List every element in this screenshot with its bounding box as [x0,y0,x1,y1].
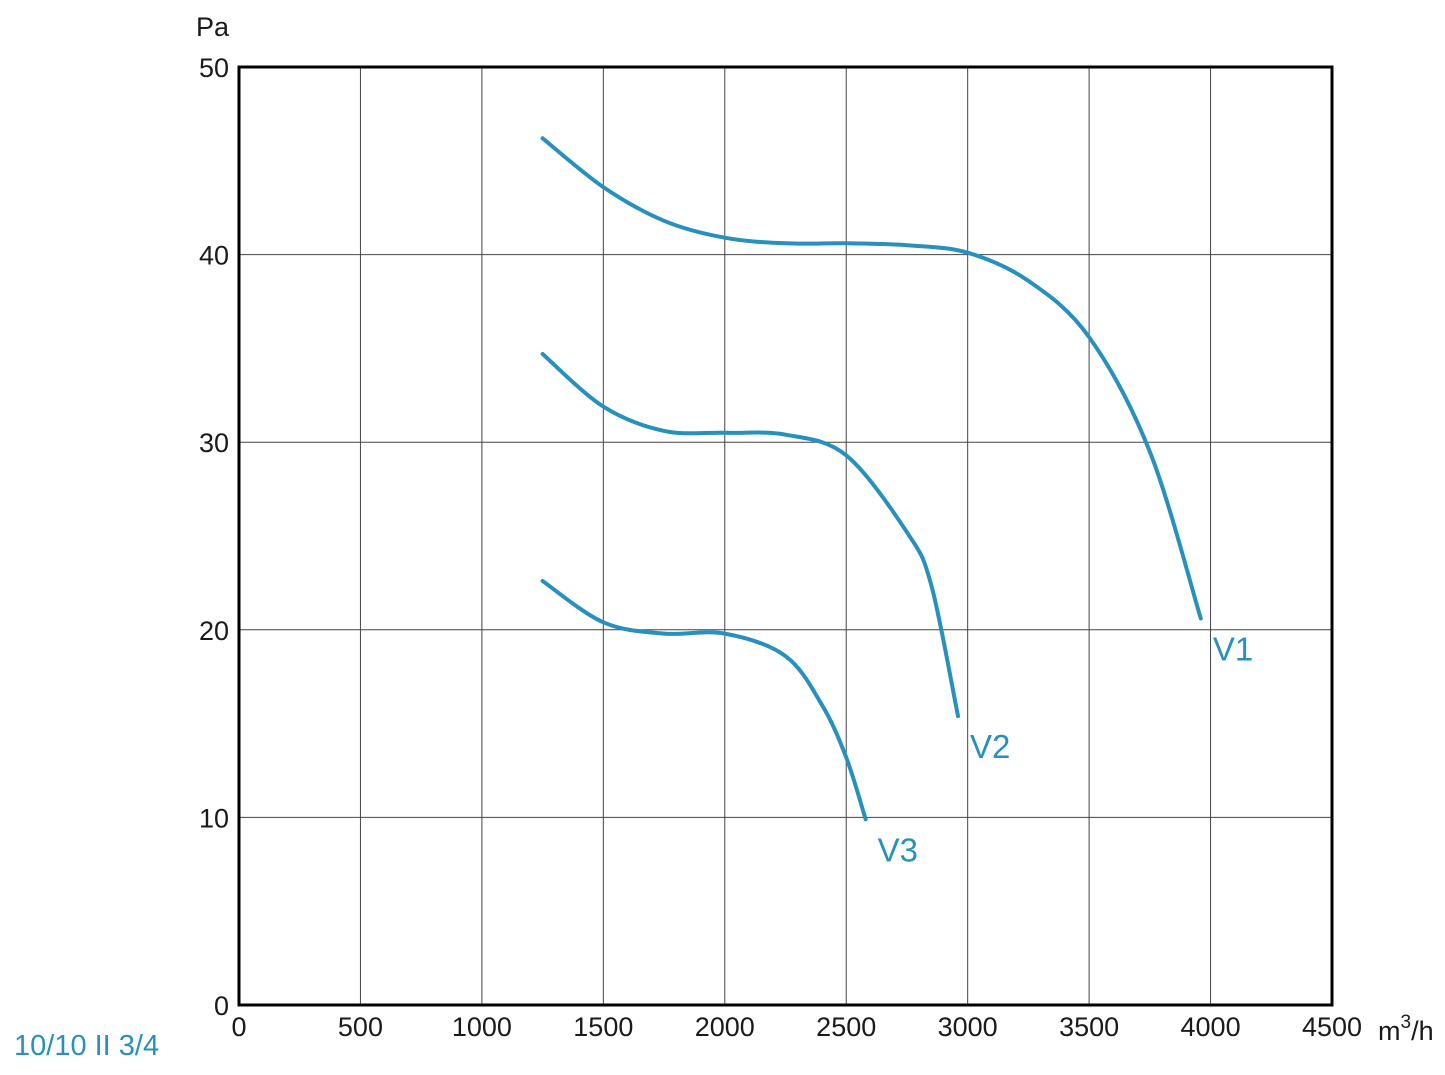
curves [540,136,1203,822]
x-tick-label: 3000 [938,1012,998,1042]
x-tick-label: 3500 [1059,1012,1119,1042]
x-tick-label: 1500 [573,1012,633,1042]
series-line-v2 [540,352,960,719]
x-tick-label: 2500 [816,1012,876,1042]
x-tick-label: 0 [231,1012,246,1042]
x-axis-label-superscript: 3 [1401,1012,1412,1033]
model-label: 10/10 II 3/4 [14,1030,160,1062]
y-tick-label: 30 [199,428,229,458]
y-tick-label: 40 [199,241,229,271]
x-tick-label: 4000 [1181,1012,1241,1042]
y-axis-label: Pa [196,12,230,42]
series-label-v3: V3 [878,831,918,868]
grid [238,66,1333,1006]
y-tick-label: 0 [214,991,229,1021]
series-label-v2: V2 [970,728,1010,765]
x-tick-label: 4500 [1302,1012,1362,1042]
x-axis-label: m3/h [1378,1012,1434,1046]
x-tick-label: 2000 [695,1012,755,1042]
plot-frame [237,65,1334,1007]
y-tick-label: 20 [199,616,229,646]
series-line-v1 [540,136,1203,621]
x-axis-label-base: m [1378,1016,1401,1046]
y-tick-label: 10 [199,803,229,833]
series-labels: V1 V2 V3 [878,631,1254,869]
y-tick-label: 50 [199,53,229,83]
x-axis-label-suffix: /h [1411,1016,1434,1046]
series-line-v3 [540,579,868,822]
tick-labels: 0 500 1000 1500 2000 2500 3000 3500 4000 4500 0 10 2… [199,53,1362,1042]
x-tick-label: 500 [338,1012,383,1042]
series-label-v1: V1 [1213,631,1253,668]
x-tick-label: 1000 [452,1012,512,1042]
